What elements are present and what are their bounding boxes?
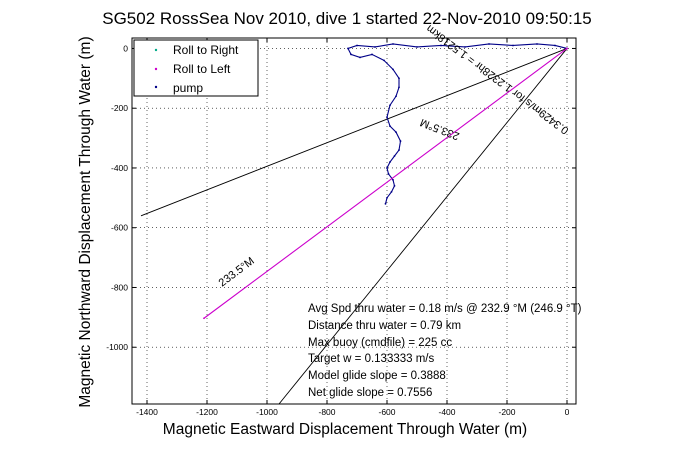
annotation-max-buoy: Max buoy (cmdfile) = 225 cc [308, 337, 452, 349]
annotation-model-glide: Model glide slope = 0.3888 [308, 370, 446, 382]
reference-line-1 [278, 48, 568, 405]
y-tick-label: 0 [123, 43, 128, 53]
legend-marker-roll-right [154, 48, 158, 52]
series-point-0 [386, 116, 388, 119]
series-point-0 [389, 125, 391, 128]
x-tick-label: -1200 [196, 407, 218, 417]
series-point-0 [416, 46, 418, 48]
series-point-0 [393, 184, 396, 187]
series-line-0 [347, 43, 568, 204]
series-point-0 [374, 46, 376, 48]
plot-frame [131, 37, 577, 405]
series-point-0 [488, 43, 490, 45]
reference-line-0 [140, 48, 568, 217]
series-point-0 [392, 68, 394, 71]
series-point-0 [440, 44, 442, 47]
x-tick-label: -600 [378, 407, 395, 417]
series-point-0 [395, 131, 397, 134]
x-axis-label: Magnetic Eastward Displacement Through W… [163, 421, 527, 438]
series-point-0 [347, 47, 349, 50]
stats-annotations: Avg Spd thru water = 0.18 m/s @ 232.9 °M… [308, 303, 582, 399]
legend-label-roll-left: Roll to Left [173, 62, 231, 76]
annotation-distance: Distance thru water = 0.79 km [308, 320, 461, 332]
legend-box [133, 39, 259, 97]
y-tick-label: -1000 [106, 342, 128, 352]
series-point-0 [395, 95, 397, 98]
line-label: 233.5°M [217, 255, 257, 289]
y-tick-label: -200 [111, 103, 128, 113]
x-tick-label: -400 [438, 407, 455, 417]
series-point-0 [386, 167, 388, 169]
series-point-0 [398, 77, 400, 80]
series-point-0 [383, 59, 385, 62]
y-tick-label: -800 [111, 282, 128, 292]
annotation-target-w: Target w = 0.133333 m/s [308, 353, 435, 365]
x-tick-label: -200 [498, 407, 515, 417]
legend-label-roll-right: Roll to Right [173, 43, 239, 57]
x-tick-label: -1400 [136, 407, 158, 417]
series-point-0 [398, 149, 400, 151]
series-point-0 [389, 161, 391, 163]
series-point-0 [389, 104, 391, 107]
series-point-0 [392, 179, 394, 181]
y-tick-label: -600 [111, 223, 128, 233]
legend-marker-pump [154, 85, 158, 89]
series-point-0 [350, 53, 352, 56]
x-tick-label: -800 [318, 407, 335, 417]
annotation-avg-speed: Avg Spd thru water = 0.18 m/s @ 232.9 °M… [308, 303, 582, 315]
series-point-0 [387, 173, 390, 175]
series-point-0 [371, 53, 373, 56]
series-point-0 [398, 86, 400, 89]
series-point-0 [512, 44, 514, 47]
legend-marker-roll-left [154, 67, 158, 71]
annotation-net-glide: Net glide slope = 0.7556 [308, 387, 432, 399]
line-label: 0.3429m/s for 1.2328hr = 1.5218km [424, 22, 571, 136]
line-label: 233.5°M [419, 116, 462, 142]
series-point-0 [536, 43, 538, 45]
series-point-0 [359, 56, 361, 59]
series-point-0 [386, 196, 388, 199]
series-point-1 [203, 317, 205, 320]
y-tick-label: -400 [111, 163, 128, 173]
series-point-0 [399, 140, 402, 142]
y-axis-label: Magnetic Northward Displacement Through … [77, 36, 94, 407]
chart-title: SG502 RossSea Nov 2010, dive 1 started 2… [102, 9, 592, 28]
series-point-0 [384, 202, 387, 205]
legend: Roll to Right Roll to Left pump [133, 39, 259, 97]
series-point-0 [464, 46, 466, 48]
x-tick-label: 0 [565, 407, 570, 417]
series-point-1 [566, 47, 568, 50]
legend-label-pump: pump [173, 81, 203, 95]
series-point-0 [554, 44, 556, 47]
series-point-0 [390, 190, 393, 193]
series-point-0 [356, 44, 358, 47]
series-point-0 [392, 43, 394, 45]
series-point-0 [393, 155, 396, 157]
series-line-1 [203, 48, 568, 319]
x-tick-label: -1000 [256, 407, 278, 417]
